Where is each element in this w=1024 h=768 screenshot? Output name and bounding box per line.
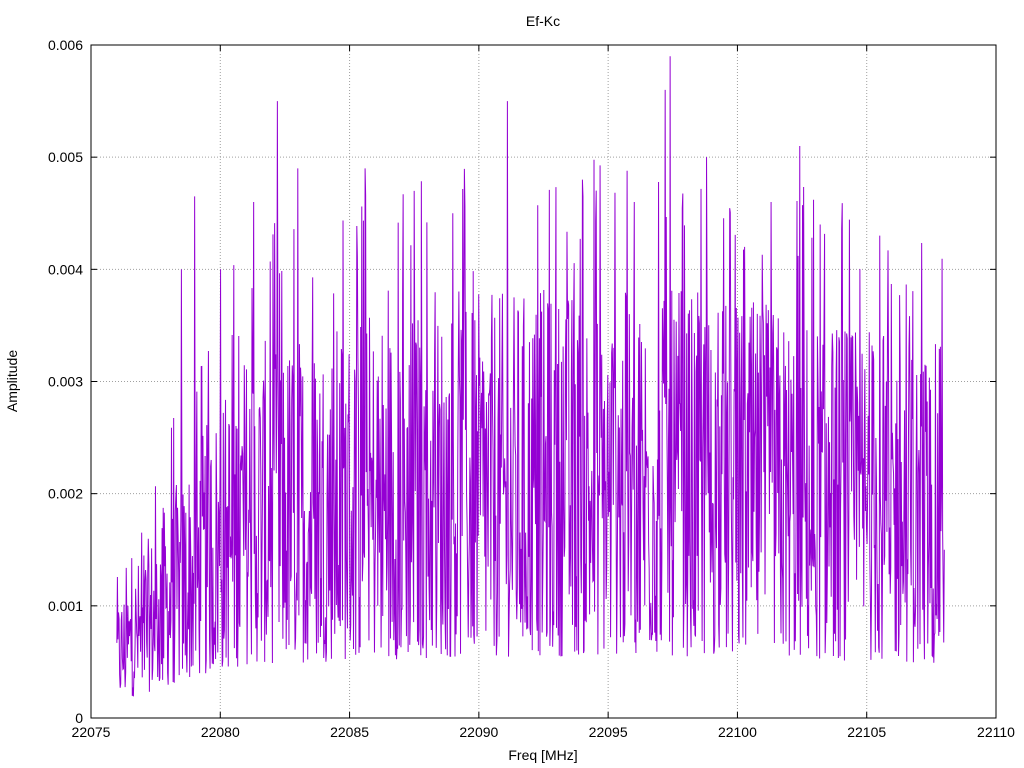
y-tick-label: 0.006 xyxy=(48,37,83,53)
x-tick-label: 22085 xyxy=(330,724,369,740)
x-tick-label: 22110 xyxy=(977,724,1015,740)
y-axis-label: Amplitude xyxy=(4,350,20,412)
x-tick-label: 22100 xyxy=(718,724,757,740)
x-axis-label: Freq [MHz] xyxy=(508,747,577,763)
y-tick-label: 0.003 xyxy=(48,374,83,390)
plot-area xyxy=(116,56,945,697)
chart-title: Ef-Kc xyxy=(526,13,560,29)
y-tick-label: 0.002 xyxy=(48,486,83,502)
x-tick-label: 22090 xyxy=(459,724,498,740)
y-tick-label: 0.001 xyxy=(48,598,83,614)
plot-frame xyxy=(90,44,997,719)
x-tick-label: 22105 xyxy=(847,724,886,740)
x-tick-label: 22080 xyxy=(201,724,240,740)
axis-ticks: 22075 22080 22085 22090 22095 22100 22105 22110… xyxy=(48,37,1015,740)
y-tick-label: 0 xyxy=(75,710,83,726)
x-tick-label: 22095 xyxy=(589,724,628,740)
y-tick-label: 0.005 xyxy=(48,149,83,165)
series-line xyxy=(116,56,945,697)
y-tick-label: 0.004 xyxy=(48,261,83,277)
x-tick-label: 22075 xyxy=(72,724,111,740)
